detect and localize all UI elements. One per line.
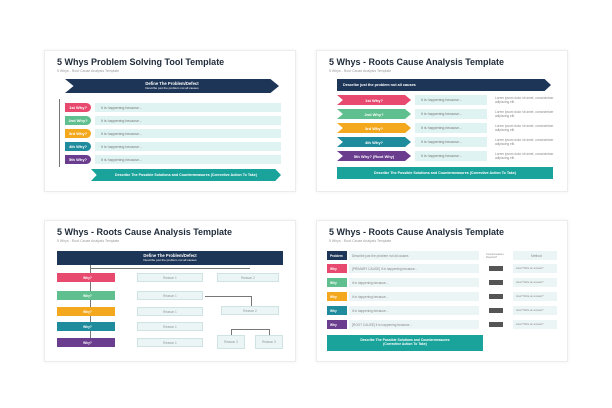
- slide-subtitle: 5 Whys - Root Cause Analysis Template: [57, 69, 120, 73]
- why-3-pill: 3rd Why?: [337, 123, 411, 133]
- why-3-box: Why?: [57, 307, 115, 316]
- why-4-pill: 4th Why?: [337, 137, 411, 147]
- countermeasure-cell: [489, 294, 503, 299]
- why-3-bar: It is happening because...: [415, 123, 487, 133]
- why-1-pill: 1st Why?: [337, 95, 411, 105]
- why-5-pill: 5th Why?: [65, 155, 91, 164]
- why-label: Why: [327, 320, 347, 329]
- problem-desc: Describe just the problem not all causes: [349, 251, 479, 260]
- method-text: How? Write an answer?: [513, 278, 557, 287]
- solutions-banner: Describe The Possible Solutions and Coun…: [337, 167, 553, 179]
- why-text: It is happening because...: [349, 306, 479, 315]
- connector: [231, 329, 269, 330]
- slide-2-thumbnail[interactable]: 5 Whys - Roots Cause Analysis Template 5…: [316, 50, 568, 192]
- countermeasure-header: Countermeasure Required?: [486, 252, 504, 259]
- countermeasure-cell: [489, 280, 503, 285]
- why-text: [PRIMARY CAUSE] It is happening because.…: [349, 264, 479, 273]
- method-text: How? Write an answer?: [513, 292, 557, 301]
- why-2-box: Why?: [57, 291, 115, 300]
- slide-3-thumbnail[interactable]: 5 Whys - Roots Cause Analysis Template 5…: [44, 220, 296, 362]
- why-4-bar: It is happening because...: [415, 137, 487, 147]
- why-1-pill: 1st Why?: [65, 103, 91, 112]
- why-3-note: Lorem ipsum dolor sit amet, consectetuer…: [495, 124, 554, 132]
- why-text: It is happening because...: [349, 292, 479, 301]
- define-sub: Describe just the problem not all causes: [143, 258, 197, 262]
- why-1-bar: It is happening because...: [95, 103, 281, 112]
- why-1-note: Lorem ipsum dolor sit amet, consectetuer…: [495, 96, 554, 104]
- connector: [231, 329, 232, 335]
- reason-box: Reason 2: [221, 306, 279, 315]
- slide-title: 5 Whys - Roots Cause Analysis Template: [57, 227, 233, 237]
- define-problem-banner: Define The Problem/Defect Describe just …: [65, 79, 279, 93]
- problem-banner: Describe just the problem not all causes: [337, 79, 551, 91]
- connector: [251, 296, 252, 306]
- slide-title: 5 Whys - Roots Cause Analysis Template: [329, 57, 505, 67]
- connector: [205, 296, 251, 297]
- why-4-note: Lorem ipsum dolor sit amet, consectetuer…: [495, 138, 554, 146]
- why-2-pill: 2nd Why?: [65, 116, 91, 125]
- why-label: Why: [327, 264, 347, 273]
- why-label: Why: [327, 278, 347, 287]
- why-5-note: Lorem ipsum dolor sit amet, consectetuer…: [495, 152, 554, 160]
- countermeasure-cell: [489, 266, 503, 271]
- connector: [59, 99, 60, 167]
- connector: [269, 329, 270, 335]
- why-1-box: Why?: [57, 273, 115, 282]
- reason-box: Reason 3: [217, 335, 245, 349]
- why-5-box: Why?: [57, 338, 115, 347]
- problem-label: Problem: [327, 251, 347, 260]
- why-4-bar: It is happening because...: [95, 142, 281, 151]
- why-label: Why: [327, 292, 347, 301]
- solutions-banner: Describe The Possible Solutions and Coun…: [327, 335, 483, 351]
- why-2-bar: It is happening because...: [95, 116, 281, 125]
- slide-subtitle: 5 Whys - Root Cause Analysis Template: [329, 239, 392, 243]
- reason-box: Reason 1: [137, 291, 203, 300]
- why-label: Why: [327, 306, 347, 315]
- method-text: How? Write an answer?: [513, 306, 557, 315]
- connector: [90, 268, 250, 269]
- reason-box: Reason 1: [137, 338, 203, 347]
- why-3-pill: 3rd Why?: [65, 129, 91, 138]
- method-text: How? Write an answer?: [513, 264, 557, 273]
- reason-box: Reason 3: [255, 335, 283, 349]
- slide-subtitle: 5 Whys - Root Cause Analysis Template: [329, 69, 392, 73]
- method-header: Method: [513, 251, 557, 260]
- why-5-bar: It is happening because...: [95, 155, 281, 164]
- why-2-pill: 2nd Why?: [337, 109, 411, 119]
- slide-subtitle: 5 Whys - Root Cause Analysis Template: [57, 239, 120, 243]
- why-5-pill: 5th Why? (Root Why): [337, 151, 411, 161]
- why-1-bar: It is happening because...: [415, 95, 487, 105]
- reason-box: Reason 1: [137, 322, 203, 331]
- why-2-note: Lorem ipsum dolor sit amet, consectetuer…: [495, 110, 554, 118]
- reason-box: Reason 2: [217, 273, 279, 282]
- slide-title: 5 Whys - Roots Cause Analysis Template: [329, 227, 505, 237]
- define-problem-banner: Define The Problem/Defect Describe just …: [57, 251, 283, 265]
- slide-4-thumbnail[interactable]: 5 Whys - Roots Cause Analysis Template 5…: [316, 220, 568, 362]
- why-2-bar: It is happening because...: [415, 109, 487, 119]
- why-4-pill: 4th Why?: [65, 142, 91, 151]
- define-title: Define The Problem/Defect: [143, 253, 197, 258]
- why-text: It is happening because...: [349, 278, 479, 287]
- countermeasure-cell: [489, 308, 503, 313]
- solutions-line-1: Describe The Possible Solutions and Coun…: [360, 338, 450, 342]
- connector: [90, 265, 91, 347]
- why-text: [ROOT CAUSE] It is happening because...: [349, 320, 479, 329]
- why-5-bar: It is happening because...: [415, 151, 487, 161]
- reason-box: Reason 1: [137, 307, 203, 316]
- reason-box: Reason 1: [137, 273, 203, 282]
- slide-1-thumbnail[interactable]: 5 Whys Problem Solving Tool Template 5 W…: [44, 50, 296, 192]
- why-3-bar: It is happening because...: [95, 129, 281, 138]
- why-4-box: Why?: [57, 322, 115, 331]
- solutions-banner: Describe The Possible Solutions and Coun…: [91, 169, 281, 181]
- countermeasure-cell: [489, 322, 503, 327]
- define-sub: Describe just the problem not all causes: [145, 86, 199, 90]
- solutions-line-2: (Corrective Action To Take): [383, 342, 427, 346]
- method-text: How? Write an answer?: [513, 320, 557, 329]
- slide-title: 5 Whys Problem Solving Tool Template: [57, 57, 225, 67]
- define-title: Define The Problem/Defect: [145, 81, 199, 86]
